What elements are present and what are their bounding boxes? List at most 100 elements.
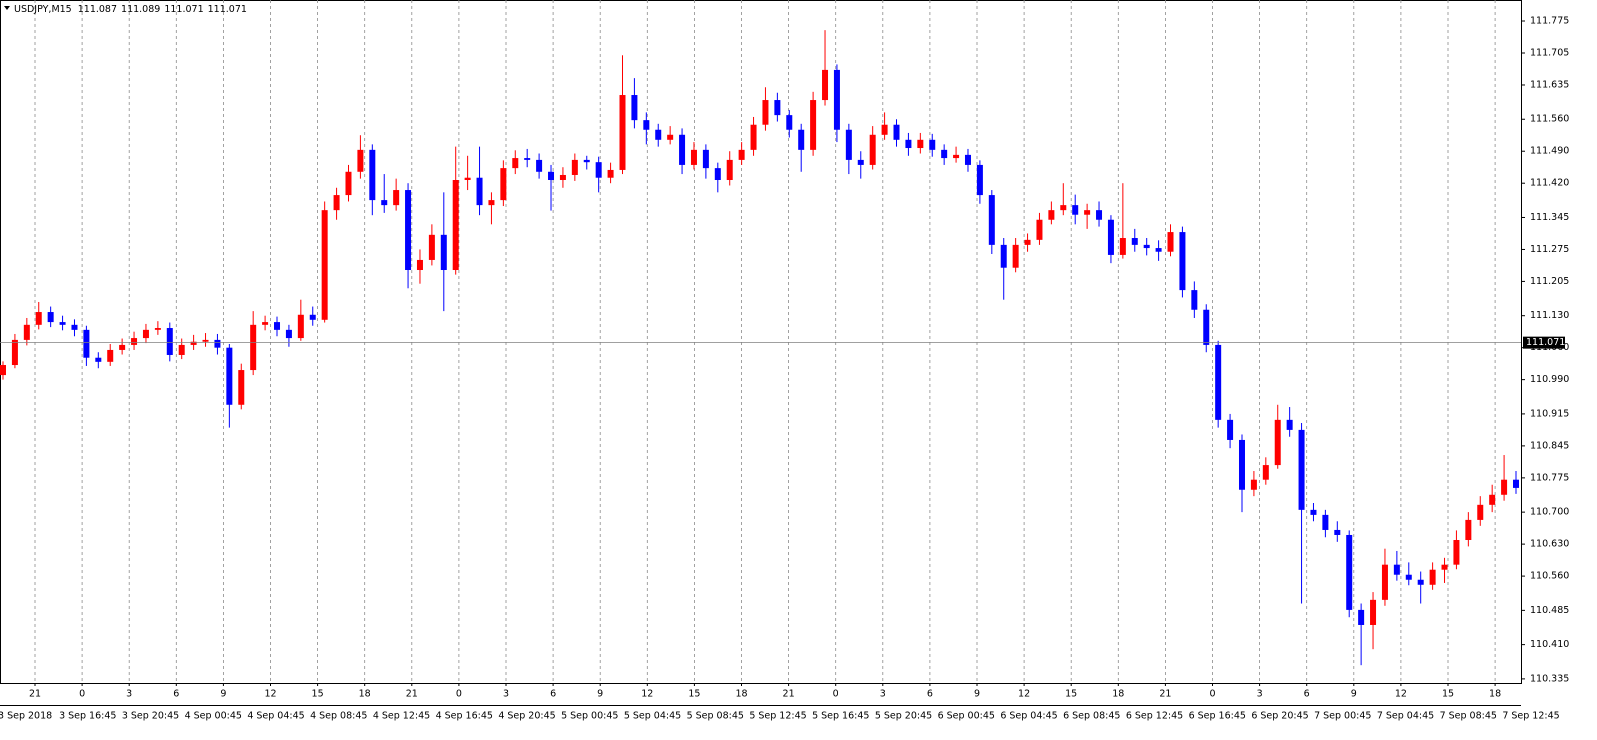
y-tick-label: 110.845: [1530, 440, 1569, 451]
header-arrow: [4, 6, 10, 10]
candle-body: [35, 312, 42, 325]
candle-body: [762, 100, 769, 125]
x-date-label: 5 Sep 20:45: [875, 711, 932, 722]
x-hour-label: 15: [688, 689, 700, 700]
candle-body: [1358, 609, 1365, 625]
x-hour-label: 18: [735, 689, 747, 700]
x-hour-label: 9: [220, 689, 226, 700]
x-date-label: 4 Sep 16:45: [436, 711, 493, 722]
candle-body: [1238, 439, 1245, 490]
x-hour-label: 21: [29, 689, 41, 700]
x-date-label: 6 Sep 08:45: [1063, 711, 1120, 722]
candle-body: [357, 149, 364, 172]
candle-body: [381, 200, 388, 206]
x-date-label: 6 Sep 16:45: [1189, 711, 1246, 722]
candle-body: [655, 129, 662, 140]
candle-body: [345, 171, 352, 196]
y-tick-label: 110.915: [1530, 408, 1569, 419]
x-hour-label: 18: [1112, 689, 1124, 700]
candle-body: [1060, 205, 1067, 211]
x-date-label: 7 Sep 08:45: [1440, 711, 1497, 722]
y-tick-label: 110.630: [1530, 539, 1569, 550]
candle-body: [869, 134, 876, 165]
candle-body: [59, 322, 66, 325]
candle-body: [1334, 529, 1341, 535]
current-price-box: [1523, 336, 1565, 349]
y-tick-label: 111.635: [1530, 79, 1569, 90]
candle-body: [1203, 309, 1210, 345]
candle-body: [262, 322, 269, 325]
y-tick-label: 111.275: [1530, 244, 1569, 255]
candle-body: [1286, 419, 1293, 430]
candle-body: [679, 134, 686, 165]
y-tick-label: 110.775: [1530, 472, 1569, 483]
candle-body: [845, 129, 852, 160]
x-date-label: 3 Sep 20:45: [122, 711, 179, 722]
candle-body: [583, 159, 590, 163]
x-hour-label: 3: [880, 689, 886, 700]
candle-body: [1274, 419, 1281, 466]
x-hour-label: 9: [1351, 689, 1357, 700]
x-date-label: 6 Sep 12:45: [1126, 711, 1183, 722]
candle-body: [1084, 210, 1091, 215]
ohlc-open: 111.087: [78, 4, 117, 15]
candle-body: [1429, 569, 1436, 585]
candle-body: [1167, 232, 1174, 252]
x-hour-label: 6: [550, 689, 556, 700]
y-tick-label: 111.205: [1530, 276, 1569, 287]
candle-body: [1477, 504, 1484, 520]
current-price-label: 111.071: [1526, 337, 1565, 348]
axes: 110.335 110.410 110.485 110.560 110.630 110.7…: [0, 16, 1569, 722]
x-date-label: 6 Sep 00:45: [938, 711, 995, 722]
x-date-label: 7 Sep 12:45: [1502, 711, 1559, 722]
candle-body: [976, 164, 983, 196]
plot-frame: [0, 0, 1522, 684]
candle-body: [667, 134, 674, 140]
candle-body: [917, 139, 924, 149]
x-date-label: 5 Sep 04:45: [624, 711, 681, 722]
x-hour-label: 15: [1065, 689, 1077, 700]
candle-body: [1310, 509, 1317, 515]
y-tick-label: 111.345: [1530, 212, 1569, 223]
x-hour-label: 3: [1257, 689, 1263, 700]
candle-body: [1179, 232, 1186, 291]
candle-body: [47, 312, 54, 323]
candle-body: [1322, 514, 1329, 530]
x-hour-label: 15: [1442, 689, 1454, 700]
y-tick-label: 110.335: [1530, 673, 1569, 684]
candle-body: [1405, 574, 1412, 580]
candle-body: [524, 158, 531, 160]
candle-body: [571, 159, 578, 175]
candle-body: [595, 162, 602, 178]
x-date-label: 4 Sep 00:45: [185, 711, 242, 722]
candle-body: [1227, 419, 1234, 440]
candle-body: [1072, 205, 1079, 215]
y-tick-label: 111.130: [1530, 310, 1569, 321]
candle-body: [881, 124, 888, 135]
x-date-label: 7 Sep 04:45: [1377, 711, 1434, 722]
candle-body: [226, 347, 233, 405]
candle-body: [166, 328, 173, 355]
candle-body: [1143, 244, 1150, 249]
candle-body: [1000, 244, 1007, 268]
x-hour-label: 0: [833, 689, 839, 700]
candle-body: [941, 149, 948, 159]
y-tick-label: 110.990: [1530, 374, 1569, 385]
candle-body: [738, 149, 745, 160]
candles: [0, 30, 1519, 666]
candle-body: [333, 195, 340, 211]
candle-body: [285, 329, 292, 339]
candle-body: [95, 357, 102, 362]
candle-body: [822, 69, 829, 101]
x-hour-label: 12: [1395, 689, 1407, 700]
candle-body: [11, 339, 18, 366]
candle-body: [1107, 219, 1114, 255]
y-tick-label: 111.705: [1530, 47, 1569, 58]
candle-body: [416, 259, 423, 271]
candle-body: [631, 95, 638, 121]
candle-body: [953, 154, 960, 159]
candle-body: [798, 129, 805, 150]
x-hour-label: 15: [312, 689, 324, 700]
candle-body: [440, 234, 447, 271]
x-hour-label: 6: [173, 689, 179, 700]
